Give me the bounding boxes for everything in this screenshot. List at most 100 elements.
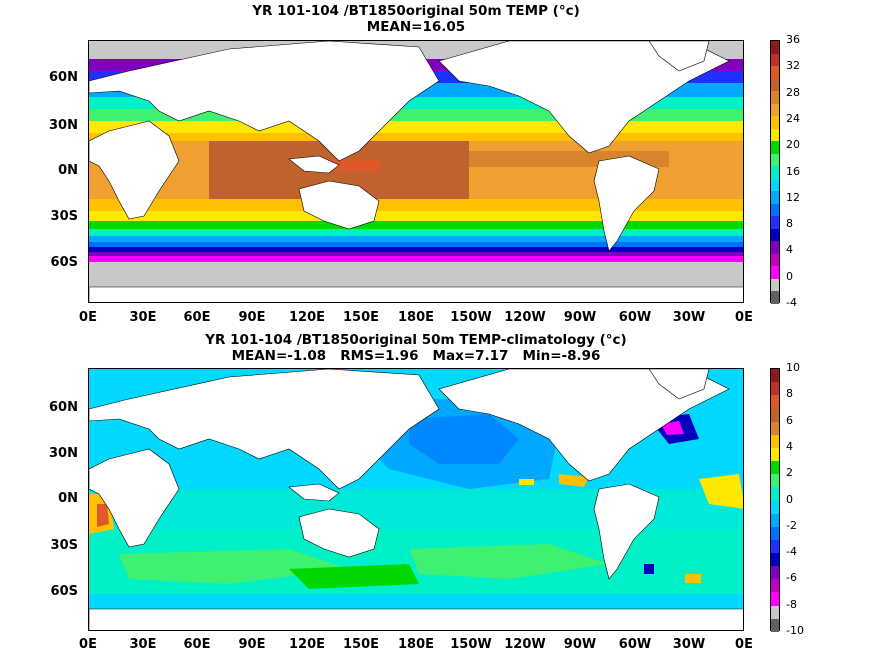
top-lon-label: 120W [504, 310, 546, 325]
bottom-lon-label: 90W [563, 637, 597, 652]
colorbar-segment [771, 266, 779, 279]
colorbar-segment [771, 447, 779, 461]
top-lon-label: 60W [618, 310, 652, 325]
bottom-lon-label: 60E [183, 637, 211, 652]
bottom-title-line2: MEAN=-1.08 RMS=1.96 Max=7.17 Min=-8.96 [231, 348, 601, 364]
top-lon-label: 90E [238, 310, 266, 325]
colorbar-segment [771, 460, 779, 475]
bottom-lon-label: 180E [397, 637, 435, 652]
colorbar-segment [771, 153, 779, 167]
top-map [88, 40, 744, 303]
bottom-colorbar [770, 368, 780, 632]
colorbar-tick-label: -4 [786, 545, 797, 559]
colorbar-segment [771, 66, 779, 79]
bottom-lon-label: 30W [672, 637, 706, 652]
colorbar-tick-label: -6 [786, 571, 797, 585]
bottom-lon-label: 120E [288, 637, 326, 652]
colorbar-segment [771, 369, 779, 383]
colorbar-segment [771, 253, 779, 267]
top-lat-label-60s: 60S [50, 255, 78, 270]
colorbar-segment [771, 128, 779, 142]
colorbar-segment [771, 166, 779, 179]
colorbar-segment [771, 421, 779, 435]
colorbar-segment [771, 103, 779, 117]
top-lon-label: 30E [129, 310, 157, 325]
bottom-map [88, 368, 744, 631]
bottom-lon-label: 90E [238, 637, 266, 652]
top-lat-label-30s: 30S [50, 209, 78, 224]
colorbar-segment [771, 291, 779, 304]
colorbar-segment [771, 605, 779, 619]
colorbar-segment [771, 78, 779, 92]
top-lon-label: 0E [735, 310, 753, 325]
colorbar-tick-label: 0 [786, 492, 793, 506]
bottom-lat-label-0n: 0N [58, 491, 78, 506]
colorbar-segment [771, 618, 779, 632]
colorbar-tick-label: 8 [786, 217, 793, 231]
top-lat-label-30n: 30N [49, 118, 78, 133]
colorbar-segment [771, 579, 779, 593]
colorbar-tick-label: -2 [786, 518, 797, 532]
colorbar-segment [771, 228, 779, 242]
bottom-lon-label: 120W [504, 637, 546, 652]
bottom-lon-label: 150E [342, 637, 380, 652]
colorbar-segment [771, 566, 779, 580]
top-lat-label-60n: 60N [49, 70, 78, 85]
colorbar-segment [771, 474, 779, 488]
bottom-lat-label-60s: 60S [50, 584, 78, 599]
colorbar-segment [771, 216, 779, 229]
colorbar-segment [771, 278, 779, 292]
bottom-title-line1: YR 101-104 /BT1850original 50m TEMP-clim… [205, 332, 627, 348]
colorbar-segment [771, 539, 779, 553]
colorbar-segment [771, 382, 779, 396]
colorbar-segment [771, 592, 779, 606]
top-lon-label: 30W [672, 310, 706, 325]
colorbar-tick-label: -8 [786, 597, 797, 611]
top-lon-label: 120E [288, 310, 326, 325]
colorbar-segment [771, 141, 779, 154]
colorbar-tick-label: 2 [786, 466, 793, 480]
colorbar-segment [771, 513, 779, 527]
colorbar-tick-label: 4 [786, 243, 793, 257]
bottom-lat-label-30s: 30S [50, 538, 78, 553]
colorbar-segment [771, 241, 779, 254]
colorbar-segment [771, 53, 779, 67]
top-lon-label: 60E [183, 310, 211, 325]
top-lon-label: 150W [450, 310, 492, 325]
bottom-lon-label: 150W [450, 637, 492, 652]
colorbar-tick-label: 28 [786, 85, 800, 99]
colorbar-tick-label: -4 [786, 296, 797, 309]
top-lon-label: 90W [563, 310, 597, 325]
colorbar-tick-label: 4 [786, 439, 793, 453]
top-lon-label: 180E [397, 310, 435, 325]
colorbar-segment [771, 178, 779, 192]
colorbar-segment [771, 487, 779, 501]
top-title-line1: YR 101-104 /BT1850original 50m TEMP (°c) [252, 3, 580, 19]
top-colorbar [770, 40, 780, 304]
colorbar-tick-label: 32 [786, 59, 800, 73]
colorbar-segment [771, 408, 779, 422]
colorbar-tick-label: 24 [786, 111, 800, 125]
colorbar-segment [771, 500, 779, 514]
colorbar-tick-label: 6 [786, 413, 793, 427]
top-title-line2: MEAN=16.05 [366, 19, 466, 35]
bottom-lat-label-30n: 30N [49, 446, 78, 461]
colorbar-tick-label: 12 [786, 190, 800, 204]
bottom-lat-label-60n: 60N [49, 400, 78, 415]
colorbar-tick-label: 36 [786, 33, 800, 46]
colorbar-segment [771, 41, 779, 54]
bottom-lon-label: 0E [79, 637, 97, 652]
colorbar-tick-label: 8 [786, 387, 793, 401]
colorbar-tick-label: 20 [786, 138, 800, 152]
colorbar-tick-label: -10 [786, 624, 804, 637]
bottom-lon-label: 30E [129, 637, 157, 652]
bottom-lon-label: 0E [735, 637, 753, 652]
top-lon-label: 0E [79, 310, 97, 325]
colorbar-segment [771, 191, 779, 204]
colorbar-segment [771, 116, 779, 129]
colorbar-segment [771, 395, 779, 409]
top-lat-label-0n: 0N [58, 163, 78, 178]
colorbar-segment [771, 434, 779, 448]
colorbar-tick-label: 16 [786, 164, 800, 178]
top-lon-label: 150E [342, 310, 380, 325]
